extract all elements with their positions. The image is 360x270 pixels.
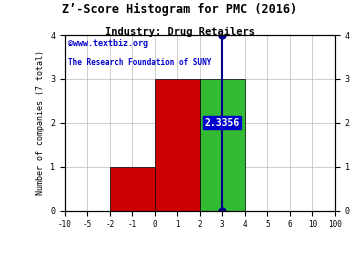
Text: The Research Foundation of SUNY: The Research Foundation of SUNY bbox=[68, 58, 211, 67]
Bar bbox=[110, 167, 155, 211]
Text: ©www.textbiz.org: ©www.textbiz.org bbox=[68, 39, 148, 48]
Bar bbox=[200, 79, 245, 211]
Text: 2.3356: 2.3356 bbox=[205, 118, 240, 128]
Y-axis label: Number of companies (7 total): Number of companies (7 total) bbox=[36, 50, 45, 195]
Text: Z’-Score Histogram for PMC (2016): Z’-Score Histogram for PMC (2016) bbox=[62, 3, 298, 16]
Text: Industry: Drug Retailers: Industry: Drug Retailers bbox=[105, 27, 255, 37]
Bar bbox=[155, 79, 200, 211]
